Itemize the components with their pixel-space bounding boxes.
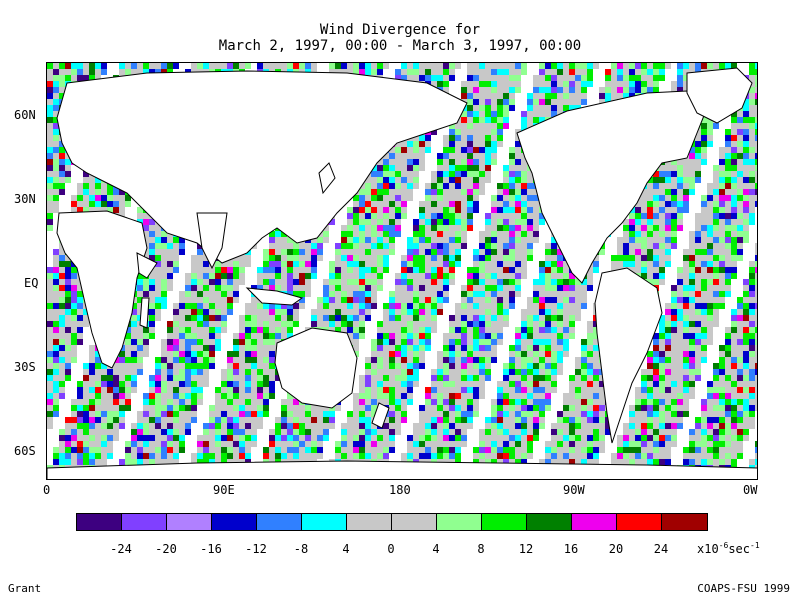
legend-tick-label: 4: [432, 542, 440, 556]
land-masks: [47, 67, 757, 479]
legend-swatch: [77, 514, 122, 530]
color-legend-bar: [76, 513, 708, 531]
unit-suffix-exponent: -1: [750, 541, 760, 550]
legend-tick-label: 12: [518, 542, 534, 556]
landmass-india: [196, 212, 228, 270]
author-credit: Grant: [8, 582, 42, 595]
organization-credit: COAPS-FSU 1999: [697, 582, 790, 595]
legend-swatch: [482, 514, 527, 530]
landmass-madagascar: [139, 297, 150, 329]
landmass-greenland: [686, 67, 753, 124]
legend-swatch: [122, 514, 167, 530]
lon-label-0w: 0W: [743, 483, 758, 497]
lon-label-90e: 90E: [213, 483, 235, 497]
legend-tick-label: 4: [342, 542, 350, 556]
legend-swatch: [167, 514, 212, 530]
legend-tick-label: -12: [245, 542, 267, 556]
legend-swatch: [347, 514, 392, 530]
legend-swatch: [392, 514, 437, 530]
landmass-antarctica: [47, 460, 757, 479]
landmass-new-zealand: [371, 402, 390, 429]
landmass-south-america: [594, 267, 663, 444]
landmass-eurasia: [56, 70, 468, 264]
legend-swatch: [212, 514, 257, 530]
legend-tick-label: -8: [293, 542, 309, 556]
map-title-line-1: Wind Divergence for: [319, 22, 481, 38]
lon-label-180: 180: [389, 483, 411, 497]
legend-tick-label: 0: [387, 542, 395, 556]
legend-unit: x10-6sec-1: [697, 539, 760, 556]
map-title-line-2: March 2, 1997, 00:00 - March 3, 1997, 00…: [218, 38, 582, 54]
legend-swatch: [572, 514, 617, 530]
landmass-horn-of-africa: [136, 252, 158, 279]
landmass-indonesia: [245, 287, 304, 306]
legend-tick-label: -16: [200, 542, 222, 556]
legend-tick-label: -24: [110, 542, 132, 556]
landmass-japan: [318, 162, 336, 195]
legend-tick-label: 24: [653, 542, 669, 556]
lat-label-60n: 60N: [14, 108, 36, 122]
lat-label-eq: EQ: [24, 276, 39, 290]
legend-swatch: [437, 514, 482, 530]
divergence-map: [47, 63, 757, 479]
legend-swatch: [617, 514, 662, 530]
legend-swatch: [257, 514, 302, 530]
unit-prefix: x10: [697, 542, 719, 556]
lat-label-30s: 30S: [14, 360, 36, 374]
legend-swatch: [662, 514, 707, 530]
lon-label-90w: 90W: [563, 483, 585, 497]
legend-swatch: [527, 514, 572, 530]
legend-tick-label: -20: [155, 542, 177, 556]
legend-tick-label: 8: [477, 542, 485, 556]
lat-label-30n: 30N: [14, 192, 36, 206]
unit-suffix: sec: [728, 542, 751, 556]
landmass-australia: [274, 327, 358, 409]
legend-tick-label: 20: [608, 542, 624, 556]
lat-label-60s: 60S: [14, 444, 36, 458]
legend-swatch: [302, 514, 347, 530]
lon-label-0: 0: [43, 483, 51, 497]
map-frame: [46, 62, 758, 480]
legend-tick-label: 16: [563, 542, 579, 556]
unit-exponent: -6: [718, 541, 729, 550]
landmass-africa: [56, 210, 148, 369]
